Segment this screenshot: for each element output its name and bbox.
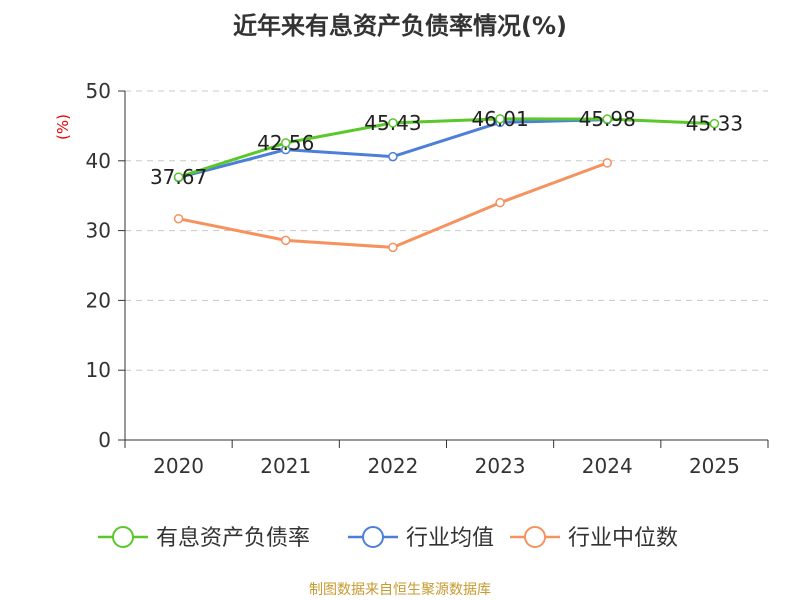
y-tick-label: 40 [86,149,111,173]
series-layer [173,114,720,253]
legend-marker-1 [362,526,384,548]
y-axis-label: (%) [54,114,72,140]
x-tick-label: 2021 [260,454,311,478]
x-tick-label: 2023 [475,454,526,478]
series-line-2 [177,161,609,249]
legend-marker-0 [112,526,134,548]
data-point [388,118,398,128]
x-tick-label: 2020 [153,454,204,478]
data-label-layer: 37.67 42.56 45.43 46.01 45.98 45.33 [150,107,743,189]
data-point [281,235,291,246]
data-label: 37.67 [150,165,207,189]
legend-label-0: 有息资产负债率 [156,526,310,551]
axis-layer: 0 10 20 30 40 50 2020 2021 2022 2023 2024 2025 [86,79,769,478]
data-point [495,197,505,208]
x-tick-label: 2024 [582,454,633,478]
data-point [173,213,184,224]
y-tick-label: 50 [86,79,111,103]
y-tick-label: 10 [86,358,111,382]
data-label: 42.56 [257,131,314,155]
series-line-0 [177,117,716,179]
data-label: 45.98 [579,107,636,131]
data-label: 45.43 [364,111,421,135]
x-tick-label: 2022 [367,454,418,478]
grid-layer [125,90,768,371]
x-tick-label: 2025 [689,454,740,478]
source-note: 制图数据来自恒生聚源数据库 [309,582,491,598]
y-tick-label: 30 [86,219,111,243]
legend-label-1: 行业均值 [406,526,494,551]
data-point [388,151,398,162]
data-label: 45.33 [686,112,743,136]
data-point [173,172,184,182]
legend: 有息资产负债率 行业均值 行业中位数 [98,526,678,551]
y-tick-label: 0 [98,428,111,452]
data-point [709,118,720,129]
chart-title: 近年来有息资产负债率情况(%) [233,12,567,40]
y-tick-label: 20 [86,288,111,312]
data-point [602,158,612,168]
data-point [495,114,505,124]
data-label: 46.01 [471,107,528,131]
data-point [602,114,612,124]
data-point [388,242,398,253]
legend-marker-2 [524,526,546,548]
legend-label-2: 行业中位数 [568,526,678,551]
data-point [281,138,291,148]
